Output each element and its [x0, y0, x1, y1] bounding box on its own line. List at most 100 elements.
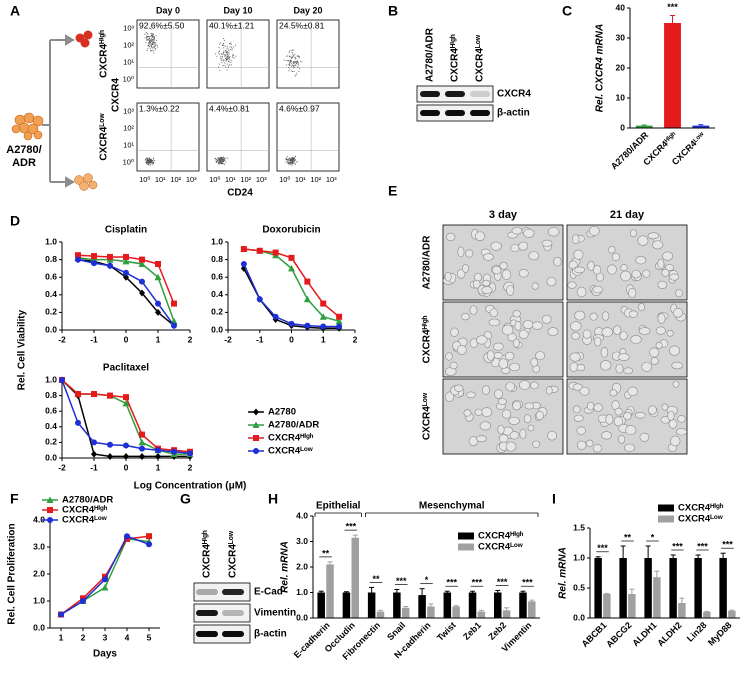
event-dot [289, 62, 291, 64]
arrow-head [65, 34, 76, 46]
cell [620, 264, 628, 272]
y-tick-label: 1.0 [45, 236, 57, 246]
x-tick-label: 1 [156, 462, 161, 472]
y-tick-label: 0.8 [45, 390, 57, 400]
event-dot [219, 159, 221, 160]
bar [528, 601, 536, 618]
event-dot [151, 162, 153, 164]
percent-label: 1.3%±0.22 [139, 103, 180, 113]
marker [107, 392, 113, 399]
event-dot [153, 158, 154, 160]
event-dot [225, 55, 227, 57]
cell [669, 345, 680, 356]
marker [319, 313, 327, 320]
cell [553, 256, 562, 267]
cell [512, 400, 522, 411]
cell [671, 361, 683, 370]
event-dot [288, 160, 290, 162]
event-dot [226, 52, 228, 54]
event-dot [147, 160, 149, 162]
event-dot [285, 161, 287, 163]
row-label: CXCR4ᴸᵒʷ [422, 392, 433, 440]
event-dot [223, 38, 224, 39]
y-tick-label: 2.0 [33, 568, 45, 578]
event-dot [150, 162, 152, 164]
y-axis-label: Rel. mRNA [558, 547, 569, 599]
event-dot [144, 37, 146, 39]
marker [123, 269, 129, 276]
event-dot [293, 160, 295, 162]
subplot-title: Cisplatin [105, 225, 147, 236]
legend-swatch [658, 504, 674, 512]
flow-x-tick: 10² [310, 175, 321, 184]
cell-cluster [11, 112, 44, 141]
cell [445, 391, 455, 402]
event-dot [291, 164, 293, 166]
blot-band [420, 91, 440, 97]
legend-label: CXCR4ᴴⁱᵍʰ [478, 530, 524, 542]
x-tick-label: E-cadherin [292, 620, 332, 660]
event-dot [288, 158, 290, 160]
legend-label: A2780 [268, 407, 296, 418]
event-dot [288, 161, 290, 163]
bar [367, 592, 376, 618]
cell [486, 350, 495, 361]
event-dot [293, 161, 295, 163]
cell [541, 314, 552, 324]
marker [171, 300, 177, 307]
event-dot [288, 51, 290, 53]
cell [647, 232, 660, 240]
panel-letter: F [10, 491, 19, 507]
event-dot [292, 56, 294, 58]
event-dot [148, 38, 150, 40]
event-dot [154, 160, 156, 162]
cell [541, 239, 553, 247]
event-dot [147, 161, 149, 163]
bar [692, 125, 710, 128]
event-dot [291, 157, 293, 159]
event-dot [289, 162, 290, 164]
cell [569, 362, 579, 372]
cell [88, 180, 98, 190]
y-tick-label: 0.2 [211, 307, 223, 317]
event-dot [221, 61, 223, 63]
marker [91, 450, 97, 458]
y-tick-label: 1.0 [296, 587, 308, 597]
event-dot [218, 158, 220, 160]
event-dot [148, 162, 150, 163]
event-dot [154, 42, 156, 44]
significance-label: *** [446, 578, 457, 588]
event-dot [297, 62, 299, 63]
event-dot [153, 157, 155, 159]
marker [122, 257, 130, 265]
cell [572, 383, 583, 391]
event-dot [288, 55, 290, 57]
event-dot [220, 158, 222, 160]
event-dot [290, 160, 292, 162]
event-dot [146, 158, 148, 159]
event-dot [146, 158, 148, 160]
event-dot [149, 164, 151, 166]
event-dot [294, 58, 296, 60]
cell [488, 318, 501, 327]
event-dot [226, 60, 227, 62]
event-dot [289, 59, 291, 61]
cell [535, 410, 544, 421]
event-dot [297, 56, 299, 58]
y-tick-label: 0.4 [45, 421, 57, 431]
event-dot [294, 62, 296, 64]
cell [509, 362, 520, 372]
marker [59, 377, 65, 383]
event-dot [228, 59, 230, 60]
x-tick-label: 2 [353, 334, 358, 344]
cell [450, 327, 459, 337]
marker [139, 445, 145, 452]
y-tick-label: 0.4 [211, 289, 223, 299]
cell [510, 244, 520, 252]
bar [494, 592, 502, 618]
event-dot [288, 70, 290, 72]
cell [481, 407, 493, 417]
event-dot [293, 65, 295, 67]
y-tick-label: 0 [620, 122, 625, 132]
